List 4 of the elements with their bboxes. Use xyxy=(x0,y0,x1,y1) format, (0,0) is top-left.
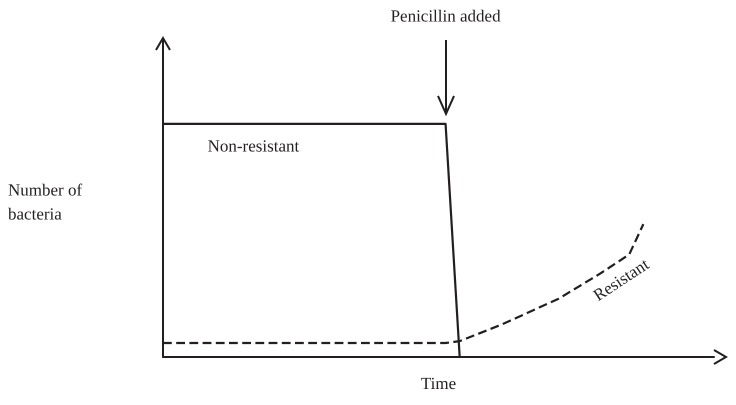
series-label: Non-resistant xyxy=(208,136,300,156)
y-axis-title: Number of bacteria xyxy=(8,180,82,224)
x-axis-title: Time xyxy=(420,374,456,393)
text: Penicillin added xyxy=(390,6,502,26)
